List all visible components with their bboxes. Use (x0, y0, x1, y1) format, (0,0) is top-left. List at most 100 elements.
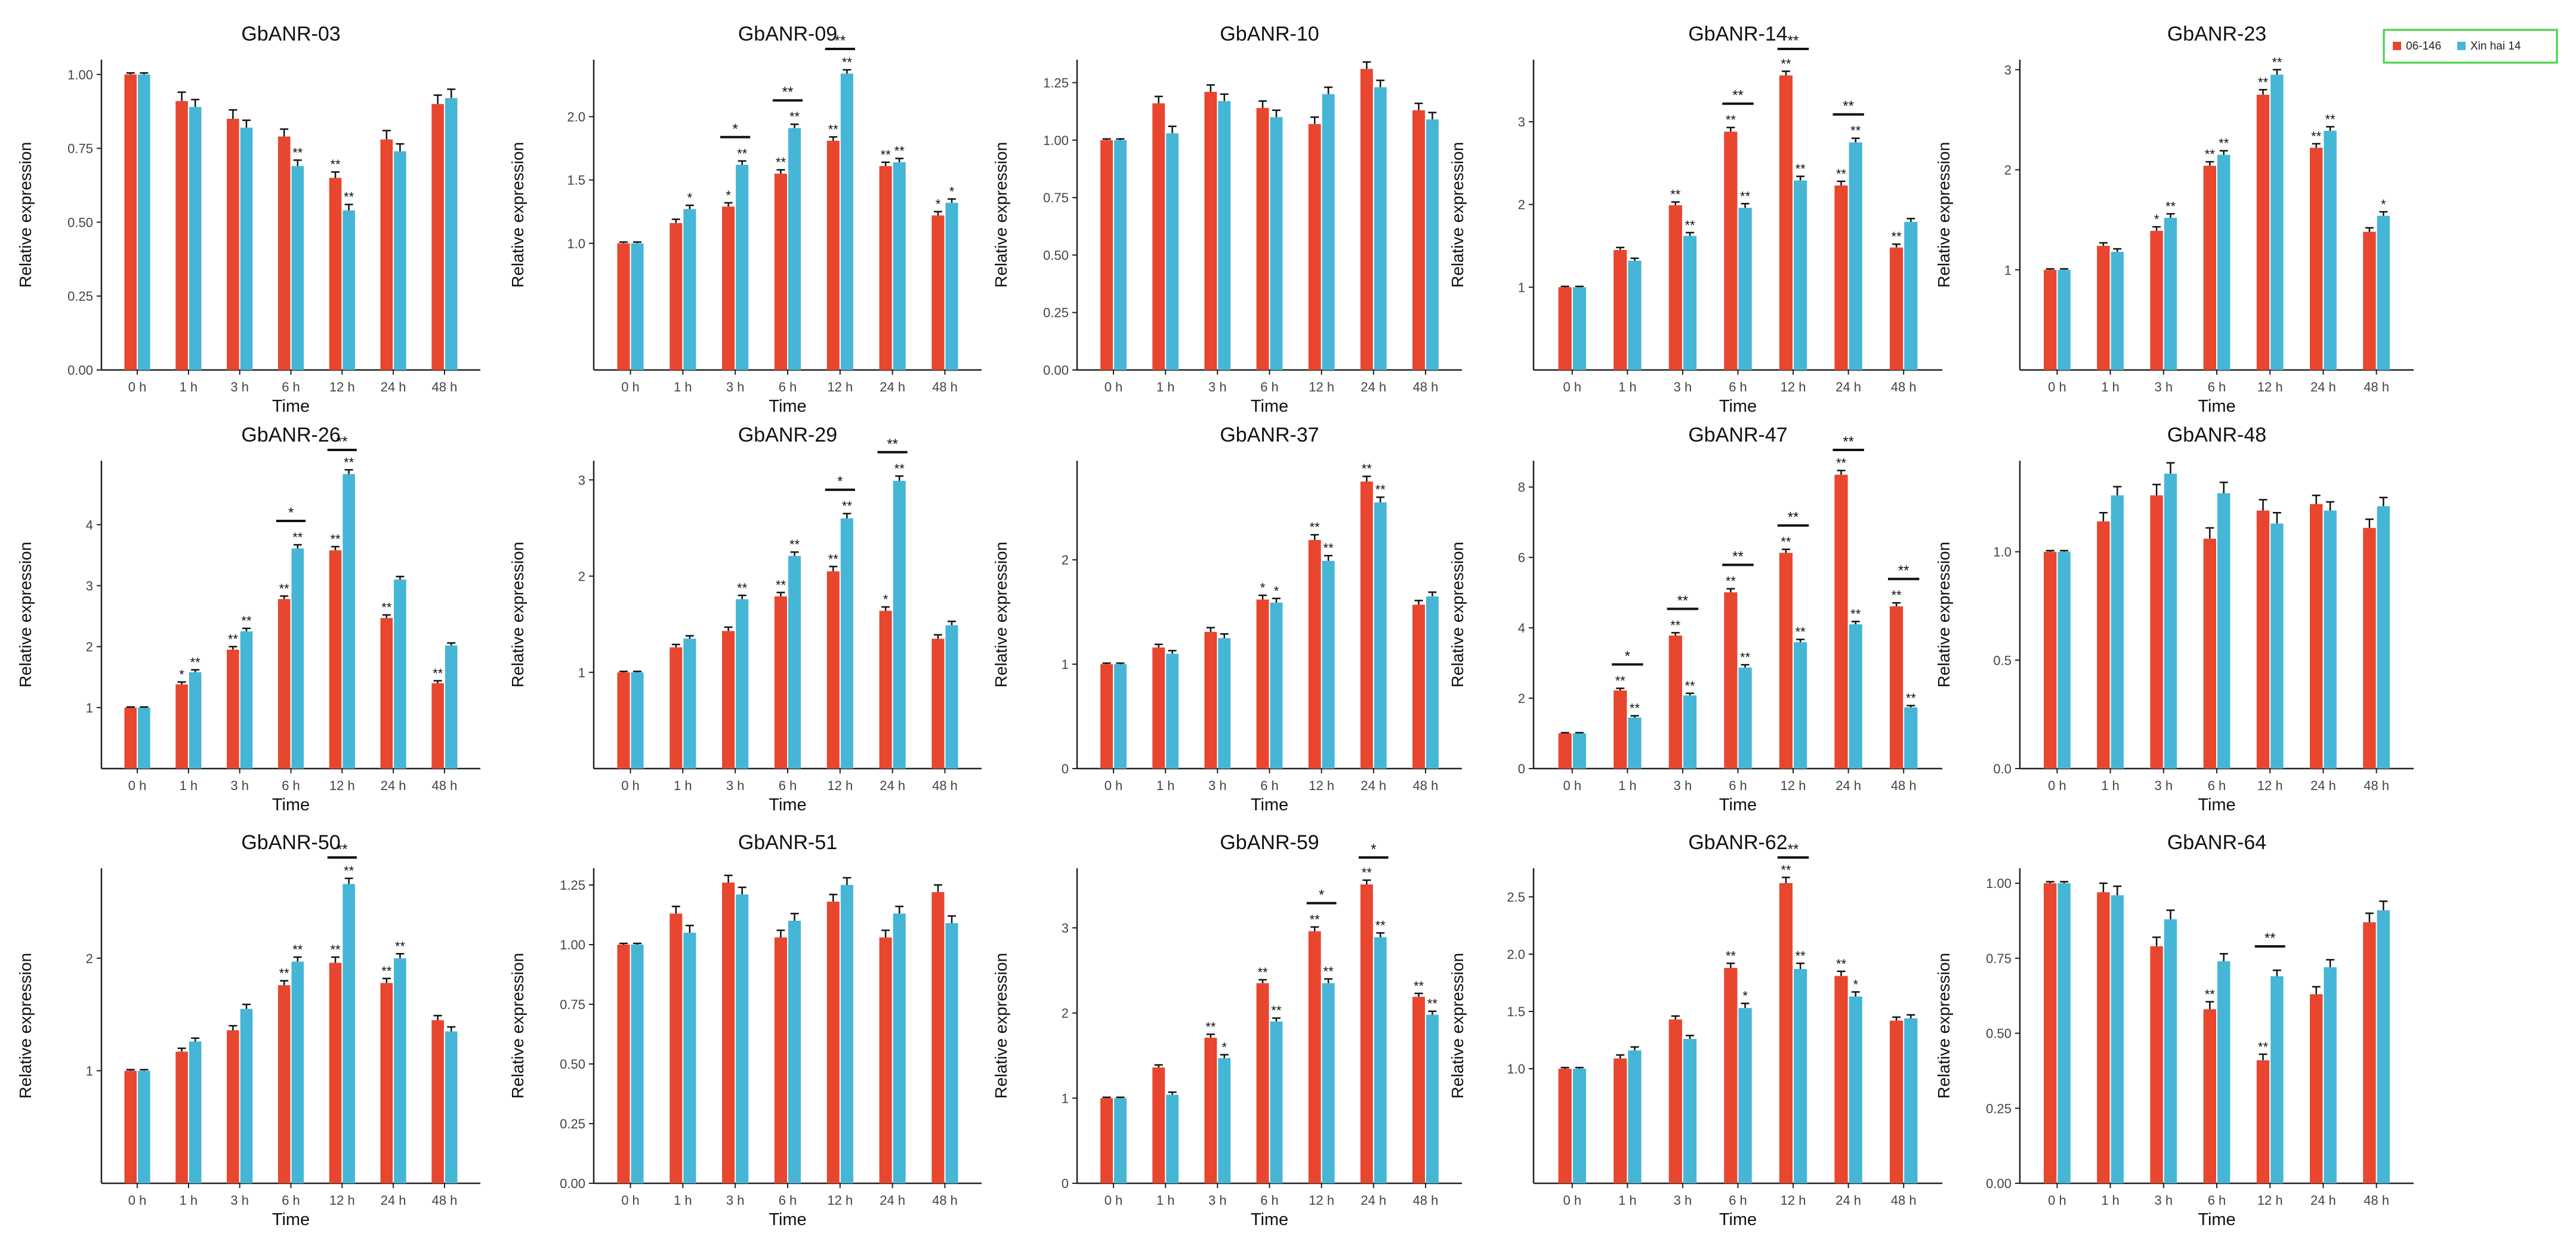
comparison-mark: ** (782, 84, 794, 100)
significance-mark: ** (292, 145, 303, 160)
x-tick-label: 3 h (1674, 778, 1692, 793)
y-axis-label: Relative expression (16, 142, 35, 288)
y-axis-label: Relative expression (1935, 142, 1953, 288)
significance-mark: ** (1781, 56, 1791, 71)
significance-mark: ** (2325, 112, 2336, 127)
significance-mark: ** (1781, 862, 1791, 877)
x-tick-label: 1 h (180, 778, 198, 793)
bar-xin-hai-14 (1849, 142, 1862, 370)
x-tick-label: 1 h (180, 1193, 198, 1208)
bar-06-146 (175, 1051, 188, 1183)
bar-xin-hai-14 (1218, 1058, 1231, 1183)
y-tick-label: 0.75 (560, 997, 585, 1012)
bar-06-146 (1724, 592, 1738, 769)
bar-06-146 (670, 914, 683, 1183)
bar-xin-hai-14 (2164, 473, 2177, 769)
y-tick-label: 0.00 (560, 1176, 585, 1191)
bar-06-146 (879, 937, 892, 1183)
comparison-mark: ** (1843, 98, 1854, 115)
bar-xin-hai-14 (1270, 117, 1283, 370)
significance-mark: ** (344, 190, 354, 205)
x-axis-label: Time (1251, 1210, 1288, 1229)
bar-xin-hai-14 (1426, 596, 1439, 769)
y-tick-label: 1 (86, 1063, 93, 1078)
x-axis-label: Time (1251, 795, 1288, 815)
comparison-mark: ** (337, 841, 348, 857)
x-axis-label: Time (1719, 397, 1757, 416)
significance-mark: * (687, 190, 693, 205)
bar-06-146 (329, 550, 342, 769)
bar-06-146 (1308, 124, 1321, 370)
bar-06-146 (670, 223, 683, 370)
significance-mark: * (1853, 977, 1858, 992)
bar-xin-hai-14 (1683, 695, 1697, 769)
x-tick-label: 1 h (1618, 778, 1637, 793)
bar-06-146 (1152, 103, 1165, 370)
x-tick-label: 12 h (827, 1193, 853, 1208)
x-axis-label: Time (2198, 397, 2235, 416)
significance-mark: ** (1836, 957, 1847, 971)
x-tick-label: 12 h (2257, 778, 2283, 793)
bar-xin-hai-14 (1166, 133, 1179, 370)
significance-mark: ** (330, 532, 341, 547)
significance-mark: ** (1906, 690, 1917, 705)
x-tick-label: 48 h (432, 380, 458, 394)
y-tick-label: 1 (1518, 280, 1525, 295)
bar-xin-hai-14 (893, 914, 906, 1183)
bar-xin-hai-14 (2217, 961, 2231, 1183)
bar-06-146 (2363, 922, 2376, 1183)
comparison-mark: ** (1788, 841, 1799, 857)
y-tick-label: 1.5 (1507, 1004, 1525, 1019)
bar-06-146 (1100, 140, 1113, 370)
bar-xin-hai-14 (138, 707, 150, 769)
y-tick-label: 0 (1062, 1176, 1069, 1191)
x-tick-label: 48 h (1891, 380, 1917, 394)
significance-mark: ** (1850, 124, 1861, 138)
y-tick-label: 1.25 (560, 878, 585, 893)
bar-06-146 (329, 963, 342, 1183)
y-tick-label: 3 (578, 473, 585, 488)
x-tick-label: 24 h (2310, 778, 2336, 793)
bar-xin-hai-14 (445, 645, 458, 769)
significance-mark: ** (2311, 129, 2322, 144)
bar-xin-hai-14 (631, 945, 644, 1183)
significance-mark: ** (2272, 55, 2282, 70)
bar-06-146 (227, 1030, 239, 1183)
bar-xin-hai-14 (2270, 523, 2284, 769)
x-tick-label: 24 h (880, 1193, 905, 1208)
significance-mark: ** (842, 55, 853, 70)
x-tick-label: 3 h (230, 1193, 249, 1208)
legend-swatch-xin-hai-14 (2457, 42, 2466, 50)
y-tick-label: 0.00 (1986, 1176, 2012, 1191)
significance-mark: ** (395, 939, 406, 954)
x-tick-label: 48 h (2364, 1193, 2389, 1208)
x-tick-label: 0 h (621, 778, 640, 793)
comparison-mark: * (837, 474, 843, 490)
x-tick-label: 12 h (329, 778, 355, 793)
bar-xin-hai-14 (291, 961, 304, 1183)
y-tick-label: 1.5 (567, 173, 585, 188)
bar-xin-hai-14 (736, 599, 749, 769)
x-tick-label: 1 h (180, 380, 198, 394)
x-tick-label: 24 h (381, 380, 406, 394)
x-tick-label: 3 h (2155, 778, 2173, 793)
bar-xin-hai-14 (840, 518, 853, 769)
x-tick-label: 48 h (932, 380, 958, 394)
bar-xin-hai-14 (736, 165, 749, 370)
bar-xin-hai-14 (1374, 937, 1387, 1183)
y-tick-label: 0.00 (67, 363, 93, 378)
y-tick-label: 1.25 (1043, 76, 1069, 91)
y-tick-label: 2 (1518, 691, 1525, 706)
y-tick-label: 2 (2004, 163, 2012, 178)
bar-xin-hai-14 (1322, 94, 1335, 370)
x-tick-label: 1 h (2101, 778, 2120, 793)
legend-label-06-146: 06-146 (2406, 40, 2441, 53)
chart-title: GbANR-37 (1220, 424, 1319, 446)
significance-mark: ** (1375, 482, 1386, 497)
x-tick-label: 0 h (1105, 380, 1123, 394)
chart-panel-gbanr-48: GbANR-48 0.0 0.5 1.0 Relative expression Time… (1935, 424, 2414, 815)
x-tick-label: 3 h (726, 380, 745, 394)
x-axis-label: Time (769, 1210, 806, 1229)
significance-mark: ** (1892, 588, 1902, 603)
bar-xin-hai-14 (445, 98, 458, 370)
